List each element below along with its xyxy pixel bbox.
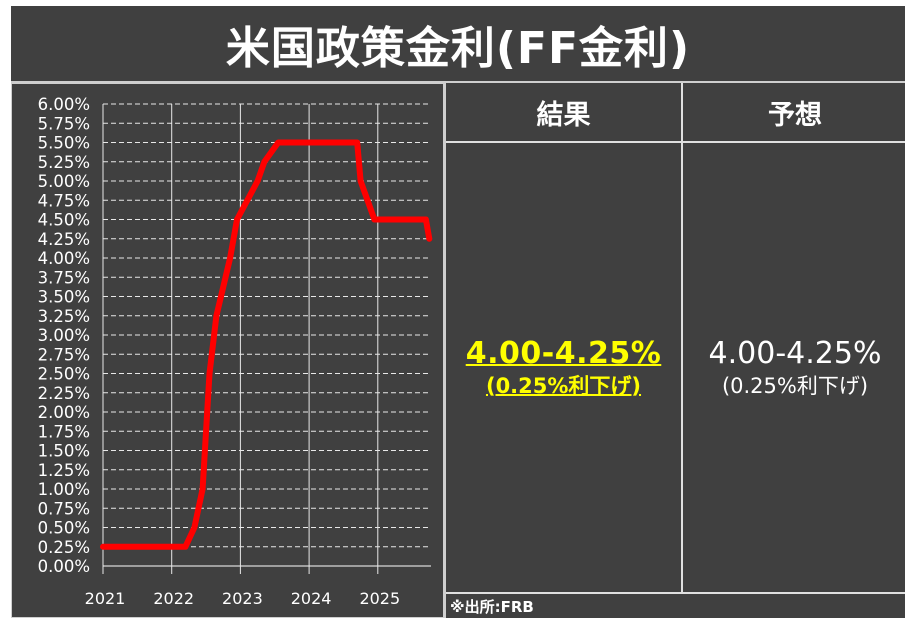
y-tick-label: 6.00% bbox=[38, 95, 90, 114]
y-tick-label: 4.00% bbox=[38, 249, 90, 268]
y-tick-label: 1.50% bbox=[38, 442, 90, 461]
y-tick-label: 0.00% bbox=[38, 557, 90, 576]
y-tick-label: 4.25% bbox=[38, 230, 90, 249]
result-cell: 4.00-4.25% (0.25%利下げ) bbox=[446, 143, 683, 592]
y-tick-label: 2.25% bbox=[38, 384, 90, 403]
y-tick-label: 1.75% bbox=[38, 422, 90, 441]
page-title: 米国政策金利(FF金利) bbox=[11, 6, 905, 83]
y-tick-label: 0.25% bbox=[38, 538, 90, 557]
y-tick-label: 1.25% bbox=[38, 461, 90, 480]
y-tick-label: 3.25% bbox=[38, 307, 90, 326]
y-tick-label: 2.50% bbox=[38, 365, 90, 384]
y-tick-label: 0.75% bbox=[38, 499, 90, 518]
header-result: 結果 bbox=[446, 83, 683, 143]
y-tick-label: 5.00% bbox=[38, 172, 90, 191]
y-tick-label: 2.00% bbox=[38, 403, 90, 422]
y-tick-label: 4.50% bbox=[38, 211, 90, 230]
forecast-value: 4.00-4.25% bbox=[708, 335, 882, 371]
y-tick-label: 3.75% bbox=[38, 268, 90, 287]
header-forecast: 予想 bbox=[683, 83, 905, 143]
x-tick-label: 2025 bbox=[359, 589, 400, 608]
results-table: 結果 予想 4.00-4.25% (0.25%利下げ) 4.00-4.25% (… bbox=[444, 83, 905, 618]
y-tick-label: 5.75% bbox=[38, 114, 90, 133]
y-tick-label: 3.00% bbox=[38, 326, 90, 345]
rate-line bbox=[100, 139, 433, 550]
result-change: (0.25%利下げ) bbox=[485, 373, 642, 398]
y-tick-label: 1.00% bbox=[38, 480, 90, 499]
x-tick-label: 2021 bbox=[85, 589, 126, 608]
y-tick-label: 0.50% bbox=[38, 519, 90, 538]
y-tick-label: 2.75% bbox=[38, 345, 90, 364]
result-value: 4.00-4.25% bbox=[465, 335, 662, 371]
line-chart: 0.00%0.25%0.50%0.75%1.00%1.25%1.50%1.75%… bbox=[38, 95, 433, 608]
source-note: ※出所:FRB bbox=[446, 592, 905, 618]
x-tick-label: 2023 bbox=[222, 589, 263, 608]
y-tick-label: 5.50% bbox=[38, 134, 90, 153]
forecast-change: (0.25%利下げ) bbox=[721, 373, 869, 398]
y-tick-label: 5.25% bbox=[38, 153, 90, 172]
y-tick-label: 4.75% bbox=[38, 191, 90, 210]
x-tick-label: 2024 bbox=[291, 589, 332, 608]
x-tick-label: 2022 bbox=[153, 589, 194, 608]
y-tick-label: 3.50% bbox=[38, 288, 90, 307]
rate-chart: 0.00% 0.25% 0.50% 0.75% 1.00% 1.25% 1.50% 1.75%… bbox=[11, 83, 444, 618]
forecast-cell: 4.00-4.25% (0.25%利下げ) bbox=[683, 143, 905, 592]
